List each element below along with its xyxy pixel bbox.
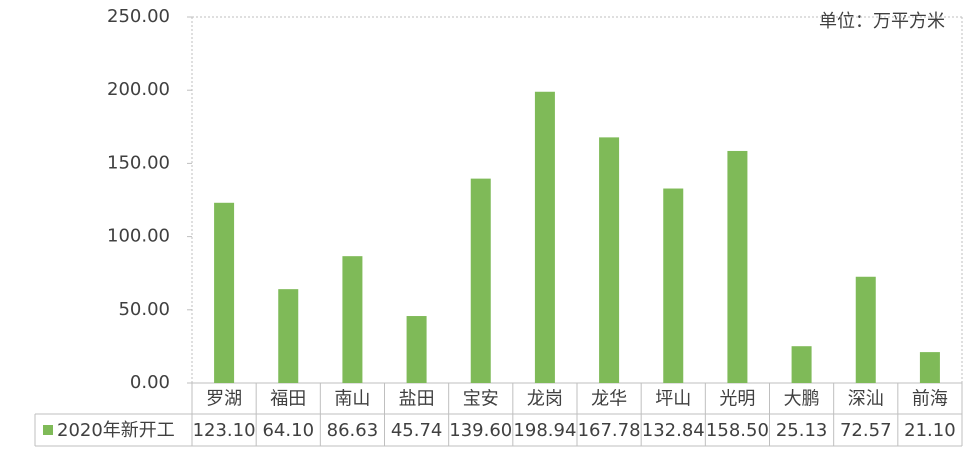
x-tick-label: 宝安 (463, 389, 499, 410)
bar (534, 91, 555, 384)
x-tick-label: 坪山 (655, 389, 691, 410)
bar (855, 276, 876, 383)
data-table-value: 198.94 (513, 420, 576, 441)
data-table-value: 123.10 (193, 420, 256, 441)
bar (663, 188, 684, 383)
y-tick-label: 250.00 (107, 6, 170, 27)
x-tick-label: 龙华 (591, 389, 627, 410)
x-tick-label: 盐田 (399, 389, 435, 410)
data-table-value: 139.60 (449, 420, 512, 441)
x-tick-label: 深汕 (848, 389, 884, 410)
data-table-value: 132.84 (642, 420, 705, 441)
data-table-value: 72.57 (840, 420, 892, 441)
y-tick-label: 0.00 (130, 372, 170, 393)
data-table-value: 25.13 (776, 420, 828, 441)
x-tick-label: 南山 (334, 389, 370, 410)
y-tick-label: 200.00 (107, 79, 170, 100)
data-table-value: 158.50 (706, 420, 769, 441)
x-tick-label: 龙岗 (527, 389, 563, 410)
bar (342, 256, 363, 383)
x-tick-label: 大鹏 (784, 389, 820, 410)
x-tick-label: 福田 (270, 389, 306, 410)
data-table-value: 45.74 (391, 420, 443, 441)
legend-swatch (43, 425, 53, 435)
bar (791, 346, 812, 383)
data-table-value: 86.63 (327, 420, 379, 441)
bar (599, 137, 620, 383)
data-table-value: 167.78 (578, 420, 641, 441)
unit-annotation: 单位：万平方米 (819, 11, 945, 32)
y-tick-label: 150.00 (107, 152, 170, 173)
y-tick-label: 100.00 (107, 226, 170, 247)
bar (919, 352, 940, 383)
x-tick-label: 罗湖 (206, 389, 242, 410)
bar (727, 150, 748, 383)
bar (406, 316, 427, 383)
legend-label: 2020年新开工 (57, 420, 175, 441)
bar (278, 289, 299, 383)
y-tick-label: 50.00 (118, 299, 170, 320)
x-tick-label: 前海 (912, 389, 948, 410)
data-table-value: 64.10 (262, 420, 314, 441)
data-table-value: 21.10 (904, 420, 956, 441)
x-tick-label: 光明 (719, 389, 755, 410)
bar (470, 178, 491, 383)
bar (214, 202, 235, 383)
